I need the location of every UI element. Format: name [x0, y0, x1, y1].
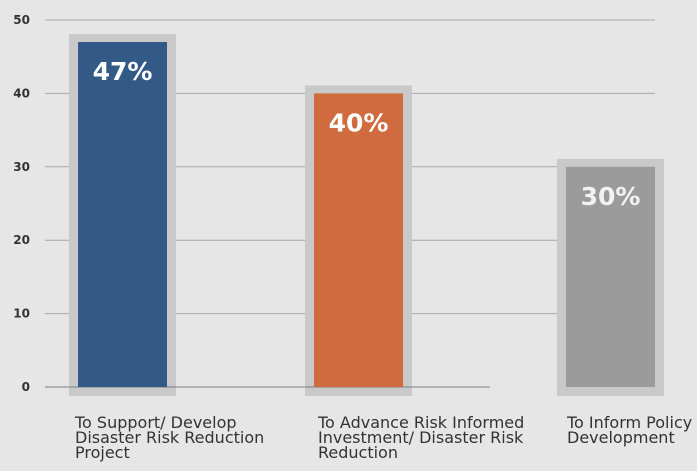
data-label-1: 40%: [329, 108, 389, 137]
y-tick-label-20: 20: [13, 233, 30, 247]
y-tick-label-40: 40: [13, 86, 30, 100]
y-tick-label-0: 0: [22, 380, 30, 394]
y-tick-label-30: 30: [13, 160, 30, 174]
bar-0: [78, 42, 167, 388]
category-label-advance-investment: To Advance Risk Informed Investment/ Dis…: [318, 413, 525, 462]
bar-1: [314, 93, 403, 388]
data-label-0: 47%: [93, 57, 153, 86]
y-tick-label-10: 10: [13, 307, 30, 321]
data-label-2: 30%: [581, 182, 641, 211]
category-label-inform-policy: To Inform Policy Development: [567, 413, 693, 447]
y-tick-label-50: 50: [13, 13, 30, 27]
bar-2: [566, 166, 655, 387]
category-label-support-project: To Support/ Develop Disaster Risk Reduct…: [75, 413, 265, 462]
